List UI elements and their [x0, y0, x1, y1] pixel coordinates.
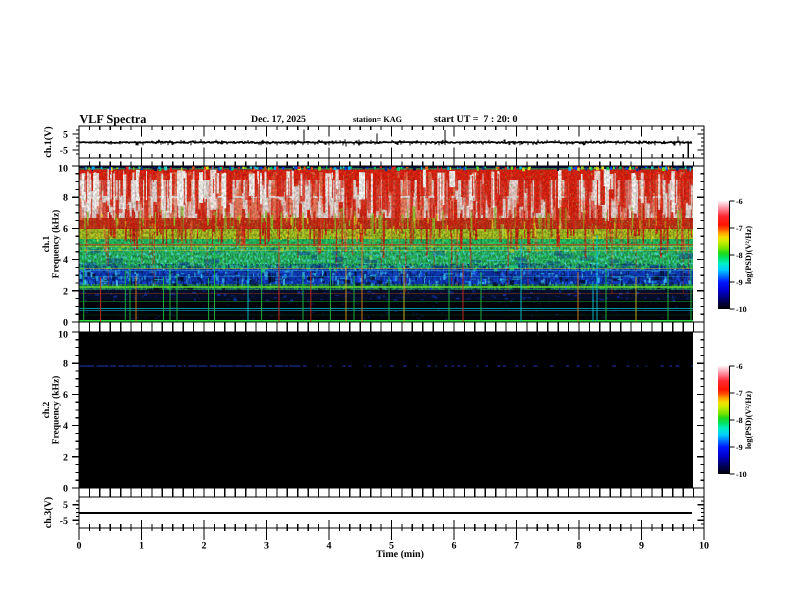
svg-text:2: 2: [63, 452, 68, 463]
svg-text:6: 6: [63, 224, 68, 235]
svg-text:2: 2: [202, 541, 207, 552]
svg-text:4: 4: [63, 255, 68, 266]
svg-text:-5: -5: [60, 516, 68, 527]
svg-text:-9: -9: [736, 278, 743, 287]
svg-text:VLF Spectra: VLF Spectra: [80, 112, 147, 126]
svg-text:5: 5: [63, 129, 68, 140]
svg-text:-8: -8: [736, 251, 743, 260]
svg-text:-10: -10: [736, 305, 747, 314]
svg-text:0: 0: [63, 484, 68, 495]
svg-text:Dec. 17, 2025: Dec. 17, 2025: [251, 114, 306, 125]
svg-text:ch.1: ch.1: [42, 235, 52, 252]
svg-text:ch.3(V): ch.3(V): [43, 497, 54, 528]
svg-text:5: 5: [63, 500, 68, 511]
svg-text:Frequency (kHz): Frequency (kHz): [52, 210, 62, 279]
svg-text:log(PSD)(V²/Hz): log(PSD)(V²/Hz): [744, 226, 753, 284]
svg-text:ch.2: ch.2: [42, 401, 52, 418]
svg-text:1: 1: [139, 541, 144, 552]
svg-text:4: 4: [63, 421, 68, 432]
svg-text:10: 10: [58, 164, 68, 175]
svg-text:-7: -7: [736, 389, 743, 398]
svg-text:-7: -7: [736, 224, 743, 233]
svg-text:6: 6: [452, 541, 457, 552]
svg-text:3: 3: [264, 541, 269, 552]
svg-text:Time (min): Time (min): [376, 549, 424, 560]
svg-text:8: 8: [63, 359, 68, 370]
svg-text:-6: -6: [736, 362, 743, 371]
svg-text:5: 5: [389, 541, 394, 552]
svg-text:10: 10: [699, 541, 709, 552]
svg-text:0: 0: [77, 541, 82, 552]
svg-text:9: 9: [639, 541, 644, 552]
svg-text:start UT = 7 : 20: 0: start UT = 7 : 20: 0: [434, 114, 518, 125]
svg-text:station= KAG: station= KAG: [353, 115, 403, 124]
svg-text:-9: -9: [736, 443, 743, 452]
svg-text:Frequency (kHz): Frequency (kHz): [52, 376, 62, 445]
svg-text:log(PSD)(V²/Hz): log(PSD)(V²/Hz): [744, 391, 753, 449]
svg-text:4: 4: [327, 541, 332, 552]
svg-text:-8: -8: [736, 416, 743, 425]
svg-text:-5: -5: [60, 145, 68, 156]
svg-text:10: 10: [58, 330, 68, 341]
svg-text:6: 6: [63, 390, 68, 401]
svg-text:0: 0: [63, 318, 68, 329]
svg-text:ch.1(V): ch.1(V): [43, 126, 54, 157]
svg-text:8: 8: [63, 193, 68, 204]
svg-text:-6: -6: [736, 197, 743, 206]
svg-text:8: 8: [577, 541, 582, 552]
svg-text:7: 7: [514, 541, 519, 552]
svg-text:-10: -10: [736, 470, 747, 479]
svg-text:2: 2: [63, 286, 68, 297]
